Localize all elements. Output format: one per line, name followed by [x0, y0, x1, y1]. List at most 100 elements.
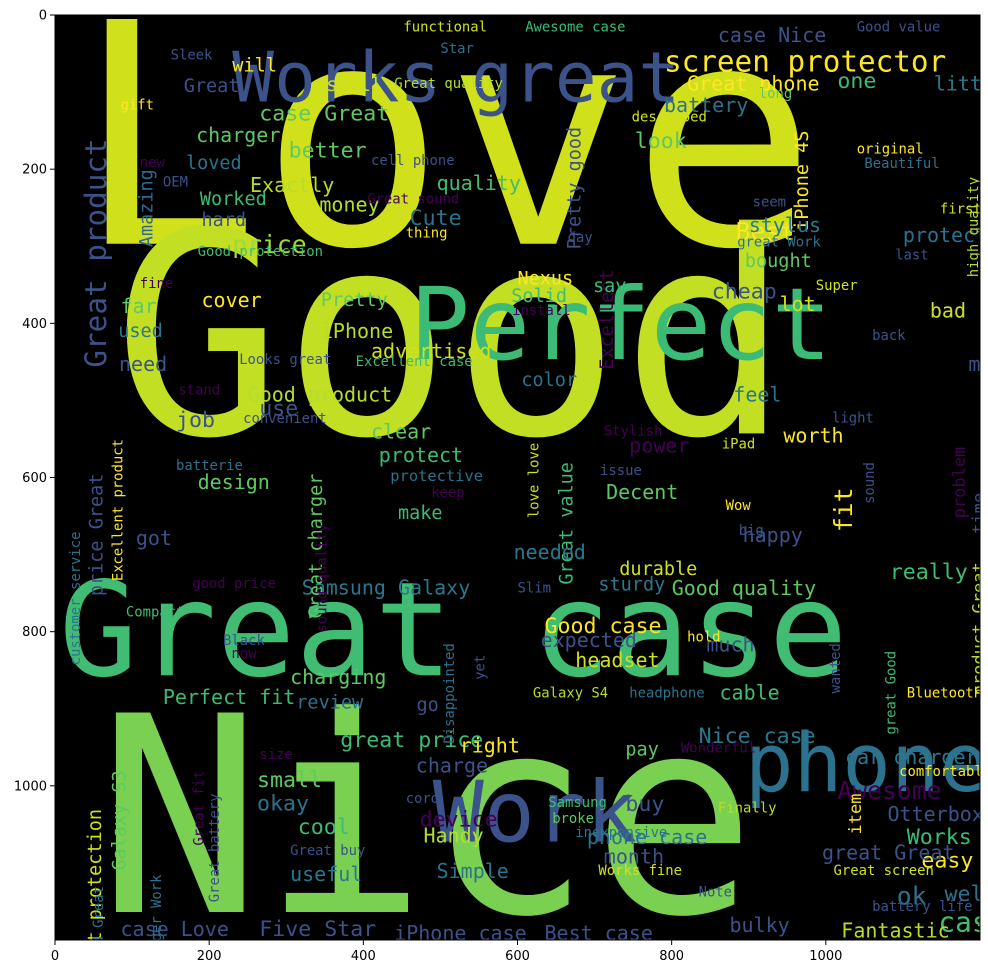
word-2: Great case: [59, 553, 848, 706]
word-29: iPhone case: [394, 921, 526, 945]
word-132: Terrible: [978, 924, 988, 940]
x-tick-label: 600: [505, 949, 530, 964]
word-73: cheap: [712, 280, 777, 305]
word-167: Great sound: [367, 191, 459, 207]
word-23: Awesome: [837, 776, 941, 805]
word-144: Compact: [126, 605, 185, 621]
word-81: used: [118, 321, 163, 342]
word-88: feel: [733, 383, 781, 407]
x-tick-label: 0: [51, 949, 59, 964]
word-93: protect: [379, 443, 463, 467]
y-tick-label: 400: [22, 317, 47, 332]
y-axis: 0 200 400 600 800 1000: [14, 9, 55, 794]
word-15: Good product: [248, 383, 393, 407]
word-157: batterie: [176, 458, 243, 474]
y-tick-label: 0: [39, 9, 47, 24]
word-96: power: [629, 434, 689, 458]
word-183: Beautiful: [864, 156, 939, 172]
word-42: Pretty good: [564, 127, 585, 250]
word-51: charger: [196, 123, 280, 147]
word-107: much: [706, 633, 754, 657]
word-168: cell phone: [371, 153, 455, 169]
word-64: little: [934, 71, 988, 95]
word-195: Great fit: [191, 770, 207, 845]
word-21: Nice case: [699, 724, 816, 749]
plot-background: [55, 15, 980, 940]
word-48: problem: [950, 447, 970, 519]
word-139: Bluetooth Headset: [907, 685, 988, 701]
word-49: time: [969, 493, 988, 534]
word-155: light: [832, 410, 874, 426]
word-119: device: [420, 808, 498, 833]
word-66: look: [635, 129, 687, 154]
word-180: long: [759, 86, 792, 102]
word-26: easy: [921, 848, 973, 873]
word-92: clear: [371, 420, 431, 444]
word-198: good Great: [91, 886, 107, 970]
word-104: sturdy: [598, 574, 665, 595]
word-182: original: [857, 141, 924, 157]
word-136: inexpensive: [575, 825, 667, 841]
word-164: day: [568, 230, 593, 246]
word-31: case Love: [121, 917, 229, 941]
word-94: design: [198, 470, 270, 494]
word-78: cover: [202, 288, 262, 312]
word-176: Star: [440, 41, 473, 57]
word-4: Perfect: [410, 266, 832, 383]
word-116: small: [257, 768, 322, 793]
word-87: color: [521, 370, 577, 391]
word-170: new: [140, 155, 166, 171]
word-1: Good: [113, 173, 791, 500]
word-75: bad: [930, 299, 966, 323]
word-197: charger Work: [149, 874, 165, 972]
word-39: Amazing: [137, 169, 158, 247]
word-178: Good value: [857, 19, 941, 35]
word-99: make: [398, 503, 443, 524]
x-axis: 0 200 400 600 800 1000: [51, 940, 842, 964]
word-148: size: [259, 747, 292, 763]
word-13: Best: [736, 217, 795, 246]
word-118: buy: [625, 792, 664, 817]
word-151: Wow: [726, 498, 752, 514]
word-145: Black: [223, 633, 265, 649]
word-115: charge: [416, 754, 488, 778]
word-133: Finally: [718, 800, 777, 816]
x-tick-label: 400: [351, 949, 376, 964]
word-55: Worked: [200, 189, 267, 210]
word-190: wanted: [828, 643, 844, 693]
word-95: protective: [390, 467, 483, 485]
word-97: worth: [783, 424, 843, 448]
word-189: great Good: [884, 651, 900, 735]
word-161: back: [872, 328, 906, 344]
word-114: pay: [625, 739, 658, 760]
word-25: Works well: [907, 825, 988, 850]
word-135: broke: [552, 811, 594, 827]
word-106: expected: [541, 628, 637, 652]
word-193: yet: [473, 655, 489, 680]
word-70: Nexus: [518, 268, 574, 289]
word-57: hard: [202, 210, 247, 231]
word-101: happy: [743, 523, 803, 547]
word-162: last: [895, 248, 928, 264]
word-169: OEM: [163, 174, 188, 190]
word-45: fit: [829, 488, 858, 533]
y-tick-label: 200: [22, 163, 47, 178]
word-0: Love: [74, 0, 816, 317]
word-165: thing: [406, 225, 448, 241]
word-141: headphone: [629, 685, 704, 701]
word-20: great price: [340, 728, 483, 753]
word-177: case Nice: [718, 23, 826, 47]
word-147: good price: [192, 576, 276, 592]
word-129: Great screen: [834, 863, 934, 879]
word-152: keep: [431, 485, 464, 501]
word-199: customer service: [68, 532, 84, 666]
word-160: Super: [816, 278, 858, 294]
word-100: got: [136, 526, 172, 550]
word-194: sound quality: [315, 524, 331, 633]
word-60: Great: [184, 76, 240, 97]
word-28: Five Star: [259, 917, 376, 942]
word-8: phone: [745, 717, 988, 811]
word-110: cable: [720, 680, 780, 704]
